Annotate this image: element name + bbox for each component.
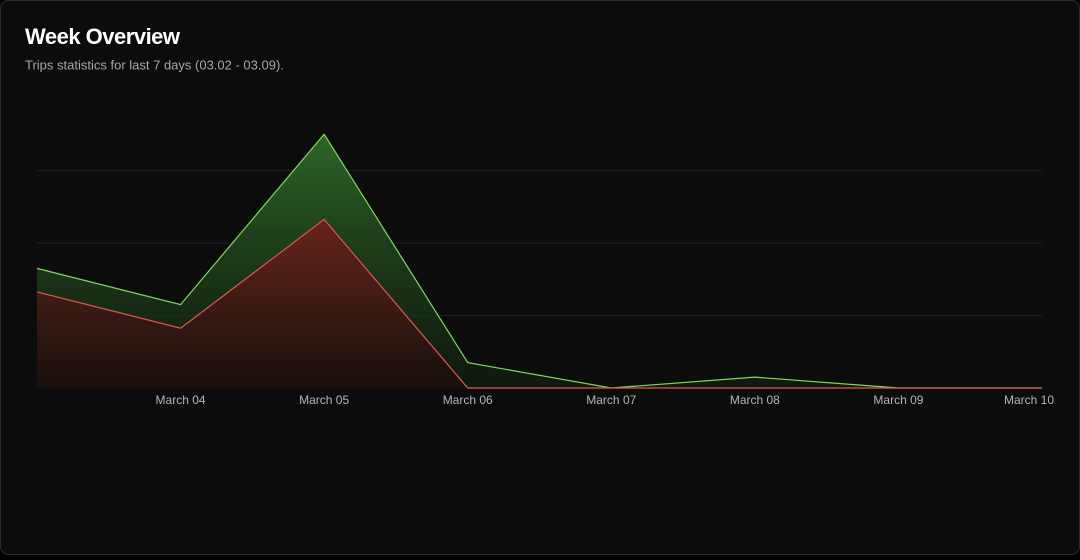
line (36, 218, 1042, 389)
x-tick-label: March 05 (299, 393, 349, 407)
x-tick-label: March 06 (443, 393, 493, 407)
x-tick-label: March 04 (156, 393, 206, 407)
area-fill (37, 219, 1042, 388)
x-tick-label: March 10 (1004, 393, 1054, 407)
line (36, 133, 1042, 389)
x-tick-label: March 08 (730, 393, 780, 407)
chart-subtitle: Trips statistics for last 7 days (03.02 … (25, 57, 284, 72)
x-tick-label: March 09 (873, 393, 923, 407)
x-tick-label: March 07 (586, 393, 636, 407)
chart-title: Week Overview (25, 24, 181, 49)
